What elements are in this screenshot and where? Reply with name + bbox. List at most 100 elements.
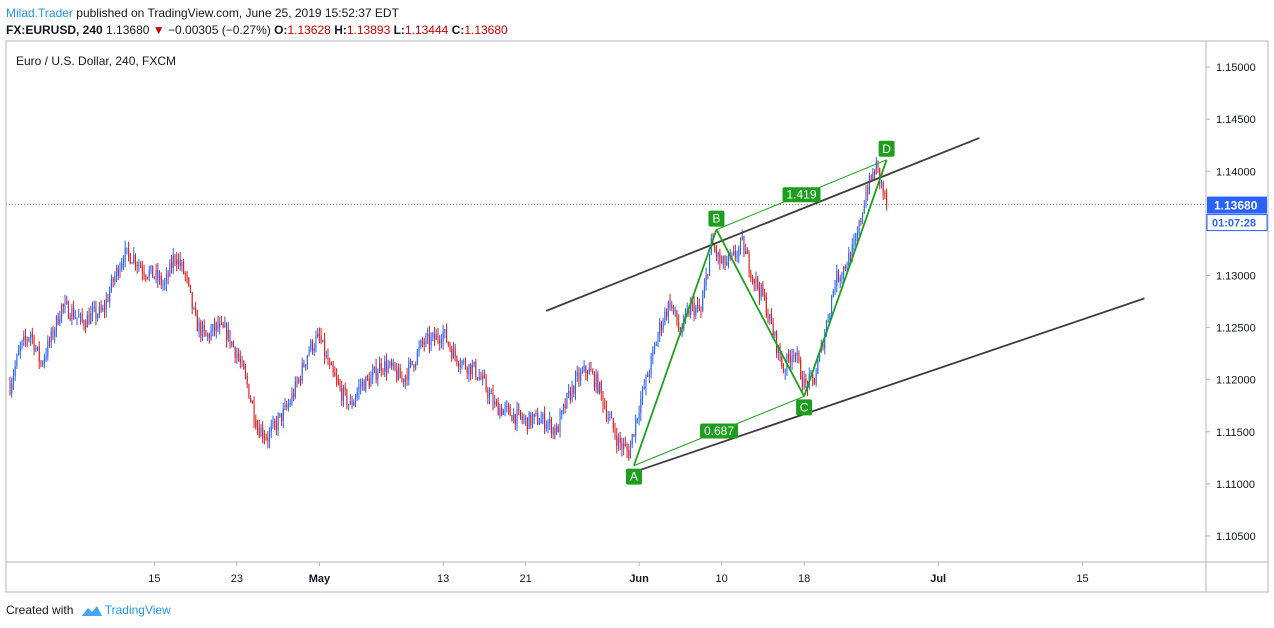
candle (176, 251, 178, 272)
candle-body (365, 376, 367, 391)
candle (705, 267, 707, 291)
candle (382, 368, 384, 376)
candle (373, 366, 375, 374)
candle (171, 254, 173, 274)
candle (478, 368, 480, 381)
low-value: 1.13444 (404, 23, 449, 37)
candle-body (317, 333, 319, 338)
candle-body (116, 267, 118, 276)
candle-body (834, 286, 836, 291)
candle-body (516, 409, 518, 425)
time-tick-label: 18 (798, 573, 810, 585)
candle-body (196, 314, 198, 332)
candle-body (452, 348, 454, 359)
candle-body (875, 160, 877, 175)
price-tick-label: 1.10500 (1216, 531, 1256, 543)
price-tick-label: 1.14000 (1216, 166, 1256, 178)
candle-body (214, 324, 216, 331)
candle (296, 376, 298, 388)
candle (559, 408, 561, 438)
candle (112, 277, 114, 288)
candle-body (542, 413, 544, 420)
candle (733, 245, 735, 256)
candle (545, 420, 547, 432)
candle (724, 254, 726, 270)
candle (839, 274, 841, 288)
candle (645, 374, 647, 396)
candle (74, 310, 76, 320)
candle (160, 272, 162, 290)
candle (697, 296, 699, 313)
candle-body (666, 311, 668, 317)
candle-body (52, 330, 54, 337)
candle-body (487, 390, 489, 398)
candle (734, 244, 736, 262)
candle (468, 363, 470, 382)
candle-body (568, 391, 570, 393)
candle-body (607, 418, 609, 420)
candle (586, 370, 589, 382)
candle-body (207, 334, 209, 337)
candle (365, 375, 367, 393)
tradingview-brand[interactable]: TradingView (104, 603, 171, 617)
high-label: H: (334, 23, 347, 37)
candle (621, 437, 623, 457)
candle-body (366, 376, 369, 379)
axes-layer: 1.150001.145001.140001.135001.130001.125… (5, 40, 1269, 593)
candle (561, 409, 563, 420)
candle-body (145, 276, 147, 278)
candle (403, 378, 405, 388)
candle-body (855, 238, 857, 242)
candle-body (762, 284, 764, 296)
candle-body (40, 361, 42, 364)
pattern-point-bg (878, 140, 895, 157)
candle-body (638, 413, 640, 419)
candle (200, 319, 202, 343)
candle (342, 384, 344, 407)
candle-body (224, 324, 226, 328)
candle (624, 436, 626, 447)
candle-body (339, 383, 341, 388)
candle-body (19, 345, 21, 352)
candle-body (605, 407, 607, 419)
candle-body (533, 413, 535, 418)
candle (279, 412, 281, 418)
author-link[interactable]: Milad.Trader (6, 6, 73, 20)
candle-body (614, 428, 616, 436)
candle-body (769, 314, 771, 319)
candle (104, 299, 106, 319)
candle (647, 371, 649, 378)
candle-body (351, 401, 353, 406)
candle-body (387, 365, 389, 373)
candle (678, 314, 680, 333)
time-tick-label: Jun (629, 573, 649, 585)
change-value: −0.00305 (−0.27%) (168, 23, 271, 37)
candle-body (255, 420, 257, 428)
candle (241, 355, 243, 368)
candle-body (702, 297, 704, 311)
candle (31, 327, 33, 345)
candle (566, 392, 568, 410)
candle (609, 411, 611, 422)
candle (848, 246, 850, 267)
candle-body (437, 334, 439, 340)
candle-body (274, 421, 276, 424)
candle-body (373, 366, 375, 372)
candle (322, 339, 324, 343)
candle (592, 368, 594, 375)
candle (40, 360, 42, 368)
candle (329, 357, 331, 369)
pattern-point-bg (625, 468, 642, 485)
candle (623, 437, 625, 456)
candle (81, 308, 83, 324)
candle-body (136, 265, 138, 267)
candle (564, 398, 566, 414)
candle-body (884, 192, 886, 194)
candle-body (617, 437, 620, 446)
candle (444, 328, 446, 339)
candle (537, 407, 539, 426)
candle-body (741, 236, 743, 240)
candle (784, 368, 786, 380)
candle (313, 343, 315, 357)
